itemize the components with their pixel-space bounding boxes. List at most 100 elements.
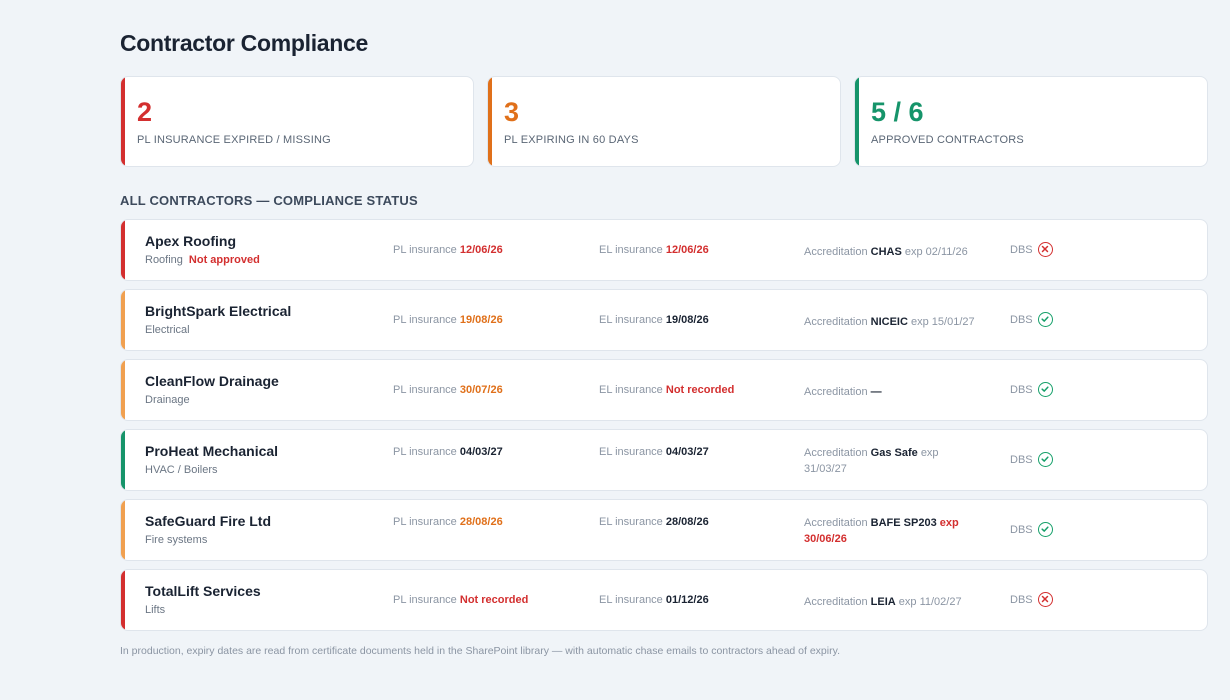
- dbs-pass-icon: [1037, 312, 1053, 327]
- dbs-label: DBS: [1010, 313, 1033, 326]
- kpi-label: PL INSURANCE EXPIRED / MISSING: [137, 134, 331, 146]
- kpi-label: PL EXPIRING IN 60 DAYS: [504, 134, 639, 146]
- el-insurance: EL insurance 19/08/26: [599, 314, 709, 326]
- pl-label: PL insurance: [393, 384, 457, 396]
- pl-date: 30/07/26: [459, 384, 503, 396]
- acc-label: Accreditation: [804, 596, 868, 608]
- accreditation: Accreditation CHAS exp 02/11/26: [804, 244, 984, 260]
- acc-expiry: exp 11/02/27: [898, 596, 962, 608]
- kpi-value: 3: [504, 97, 520, 127]
- kpi-pl-expiring[interactable]: 3 PL EXPIRING IN 60 DAYS: [487, 76, 841, 167]
- acc-expiry: exp 15/01/27: [911, 316, 975, 328]
- pl-date: 28/08/26: [459, 516, 503, 528]
- el-label: EL insurance: [599, 244, 663, 256]
- accreditation: Accreditation NICEIC exp 15/01/27: [804, 314, 984, 330]
- kpi-pl-expired[interactable]: 2 PL INSURANCE EXPIRED / MISSING: [120, 76, 474, 167]
- dbs-pass-icon: [1037, 452, 1053, 467]
- pl-date: Not recorded: [459, 594, 529, 606]
- page-title: Contractor Compliance: [120, 30, 369, 56]
- approval-warning: Not approved: [188, 254, 260, 266]
- contractor-name: SafeGuard Fire Ltd: [145, 513, 272, 529]
- dbs-label: DBS: [1010, 453, 1033, 466]
- kpi-cards: 2 PL INSURANCE EXPIRED / MISSING 3 PL EX…: [120, 76, 1208, 167]
- contractor-trade-line: Drainage: [145, 394, 190, 406]
- pl-date: 19/08/26: [459, 314, 503, 326]
- el-insurance: EL insurance 28/08/26: [599, 516, 709, 528]
- contractor-name: Apex Roofing: [145, 233, 236, 249]
- acc-label: Accreditation: [804, 447, 868, 459]
- status-bar: [121, 290, 125, 350]
- pl-insurance: PL insurance 28/08/26: [393, 516, 503, 528]
- contractor-trade-line: Electrical: [145, 324, 190, 336]
- dbs-pass-icon: [1037, 382, 1053, 397]
- acc-label: Accreditation: [804, 386, 868, 398]
- contractor-trade: Drainage: [145, 394, 190, 406]
- acc-body: LEIA: [870, 596, 896, 608]
- acc-expiry: exp 02/11/26: [904, 246, 968, 258]
- el-insurance: EL insurance Not recorded: [599, 384, 734, 396]
- pl-date: 12/06/26: [459, 244, 503, 256]
- status-bar: [121, 430, 125, 490]
- contractor-row[interactable]: SafeGuard Fire Ltd Fire systems PL insur…: [120, 499, 1208, 561]
- el-insurance: EL insurance 12/06/26: [599, 244, 709, 256]
- contractor-trade-line: Roofing Not approved: [145, 254, 260, 266]
- el-label: EL insurance: [599, 446, 663, 458]
- pl-insurance: PL insurance Not recorded: [393, 594, 528, 606]
- pl-label: PL insurance: [393, 244, 457, 256]
- dbs-fail-icon: [1037, 242, 1053, 257]
- el-label: EL insurance: [599, 314, 663, 326]
- accreditation: Accreditation BAFE SP203 exp 30/06/26: [804, 515, 979, 547]
- section-title: ALL CONTRACTORS — COMPLIANCE STATUS: [120, 193, 418, 208]
- el-date: 04/03/27: [665, 446, 709, 458]
- kpi-value: 5 / 6: [871, 97, 924, 127]
- kpi-approved[interactable]: 5 / 6 APPROVED CONTRACTORS: [854, 76, 1208, 167]
- acc-expiry: exp 30/06/26: [804, 517, 959, 545]
- footnote: In production, expiry dates are read fro…: [120, 645, 840, 657]
- dbs-label: DBS: [1010, 593, 1033, 606]
- contractor-trade-line: Lifts: [145, 604, 165, 616]
- contractor-trade: HVAC / Boilers: [145, 464, 218, 476]
- status-bar: [121, 500, 125, 560]
- pl-insurance: PL insurance 19/08/26: [393, 314, 503, 326]
- dbs-label: DBS: [1010, 383, 1033, 396]
- status-bar: [121, 570, 125, 630]
- contractor-trade-line: HVAC / Boilers: [145, 464, 218, 476]
- dbs-status: DBS: [1010, 382, 1053, 397]
- kpi-accent-bar: [488, 77, 492, 166]
- acc-body: Gas Safe: [870, 447, 918, 459]
- contractor-row[interactable]: ProHeat Mechanical HVAC / Boilers PL ins…: [120, 429, 1208, 491]
- kpi-accent-bar: [121, 77, 125, 166]
- el-label: EL insurance: [599, 594, 663, 606]
- contractor-list: Apex Roofing Roofing Not approved PL insu…: [120, 219, 1208, 639]
- contractor-row[interactable]: CleanFlow Drainage Drainage PL insurance…: [120, 359, 1208, 421]
- el-date: 12/06/26: [665, 244, 709, 256]
- contractor-trade-line: Fire systems: [145, 534, 207, 546]
- dbs-status: DBS: [1010, 312, 1053, 327]
- kpi-accent-bar: [855, 77, 859, 166]
- dbs-status: DBS: [1010, 242, 1053, 257]
- kpi-label: APPROVED CONTRACTORS: [871, 134, 1024, 146]
- pl-label: PL insurance: [393, 594, 457, 606]
- el-date: 01/12/26: [665, 594, 709, 606]
- contractor-trade: Electrical: [145, 324, 190, 336]
- contractor-trade: Roofing: [145, 254, 183, 266]
- acc-body: —: [870, 386, 882, 398]
- contractor-row[interactable]: BrightSpark Electrical Electrical PL ins…: [120, 289, 1208, 351]
- contractor-name: BrightSpark Electrical: [145, 303, 292, 319]
- el-label: EL insurance: [599, 384, 663, 396]
- dbs-status: DBS: [1010, 592, 1053, 607]
- acc-body: CHAS: [870, 246, 902, 258]
- status-bar: [121, 360, 125, 420]
- contractor-row[interactable]: Apex Roofing Roofing Not approved PL insu…: [120, 219, 1208, 281]
- contractor-trade: Fire systems: [145, 534, 208, 546]
- acc-label: Accreditation: [804, 316, 868, 328]
- pl-date: 04/03/27: [459, 446, 503, 458]
- accreditation: Accreditation —: [804, 384, 984, 400]
- pl-insurance: PL insurance 30/07/26: [393, 384, 503, 396]
- accreditation: Accreditation Gas Safe exp 31/03/27: [804, 445, 964, 477]
- contractor-row[interactable]: TotalLift Services Lifts PL insurance No…: [120, 569, 1208, 631]
- dbs-label: DBS: [1010, 243, 1033, 256]
- dbs-pass-icon: [1037, 522, 1053, 537]
- el-insurance: EL insurance 01/12/26: [599, 594, 709, 606]
- el-insurance: EL insurance 04/03/27: [599, 446, 709, 458]
